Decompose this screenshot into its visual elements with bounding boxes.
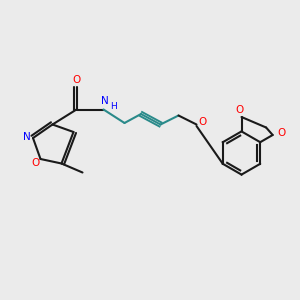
Text: O: O (72, 75, 81, 85)
Text: O: O (31, 158, 39, 169)
Text: O: O (277, 128, 285, 138)
Text: O: O (198, 116, 207, 127)
Text: N: N (101, 96, 109, 106)
Text: O: O (236, 105, 244, 116)
Text: N: N (22, 132, 30, 142)
Text: H: H (110, 102, 116, 111)
